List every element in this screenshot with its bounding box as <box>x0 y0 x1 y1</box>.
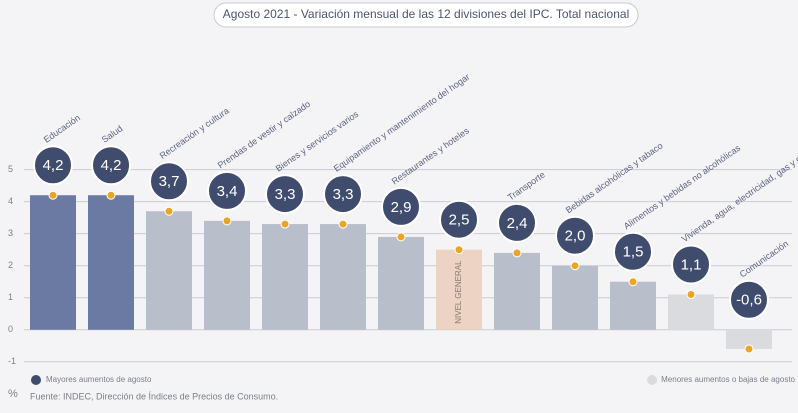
bar <box>610 281 656 330</box>
bar <box>726 329 772 349</box>
bar <box>668 294 714 330</box>
x-tick-label: NIVEL GENERAL <box>454 260 463 324</box>
value-label: 2,9 <box>391 199 412 216</box>
y-tick-label: 5 <box>8 164 13 174</box>
y-tick-label: 4 <box>8 196 13 206</box>
bar <box>552 265 598 330</box>
bar <box>146 211 192 330</box>
value-label: 2,5 <box>449 212 470 229</box>
bar <box>494 252 540 330</box>
y-tick-label: 0 <box>8 324 13 334</box>
y-tick-label: -1 <box>8 356 16 366</box>
value-label: 1,1 <box>681 257 702 274</box>
bar-dot <box>686 290 696 300</box>
value-label: 3,3 <box>275 186 296 203</box>
bar-dot <box>628 277 638 287</box>
value-label: 1,5 <box>623 244 644 261</box>
value-badge <box>671 244 711 285</box>
bar <box>30 195 76 330</box>
value-label: 3,4 <box>217 183 238 200</box>
legend-swatch <box>31 375 41 385</box>
bar-dot <box>106 190 116 200</box>
value-badge <box>149 161 189 202</box>
bar-dot <box>280 219 290 229</box>
value-badge <box>265 174 305 215</box>
bar <box>88 195 134 330</box>
y-tick-label: 2 <box>8 260 13 270</box>
value-badge <box>381 186 421 227</box>
value-badge <box>729 279 769 320</box>
value-label: 4,2 <box>43 157 64 174</box>
value-badge <box>439 199 479 240</box>
source: Fuente: INDEC, Dirección de Índices de P… <box>30 391 278 401</box>
bar-dot <box>570 261 580 271</box>
value-badge <box>613 231 653 272</box>
bar <box>436 249 482 330</box>
bar <box>378 236 424 330</box>
bar-dot <box>48 190 58 200</box>
value-label: -0,6 <box>736 292 762 309</box>
value-badge <box>497 202 537 243</box>
bar-dot <box>396 232 406 242</box>
bar <box>204 220 250 330</box>
bar-dot <box>164 206 174 216</box>
bar-dot <box>454 245 464 255</box>
value-badge <box>207 170 247 211</box>
unit-label: % <box>8 388 18 400</box>
bar-dot <box>512 248 522 258</box>
legend-label: Menores aumentos o bajas de agosto <box>661 375 795 384</box>
value-label: 2,0 <box>565 228 586 245</box>
value-badge <box>91 145 131 186</box>
legend-swatch <box>647 375 658 385</box>
value-label: 3,3 <box>333 186 354 203</box>
y-tick-label: 3 <box>8 228 13 238</box>
y-tick-label: 1 <box>8 292 13 302</box>
bar-dot <box>222 216 232 226</box>
value-label: 4,2 <box>101 157 122 174</box>
legend-label: Mayores aumentos de agosto <box>46 375 152 384</box>
value-label: 2,4 <box>507 215 528 232</box>
title-box <box>213 2 639 28</box>
value-badge <box>555 215 595 256</box>
value-badge <box>33 145 73 186</box>
chart-title: Agosto 2021 - Variación mensual de las 1… <box>223 7 629 21</box>
bar <box>262 224 308 330</box>
value-label: 3,7 <box>159 173 180 190</box>
value-badge <box>323 174 363 215</box>
bar <box>320 224 366 330</box>
bar-dot <box>744 344 754 354</box>
bar-dot <box>338 219 348 229</box>
